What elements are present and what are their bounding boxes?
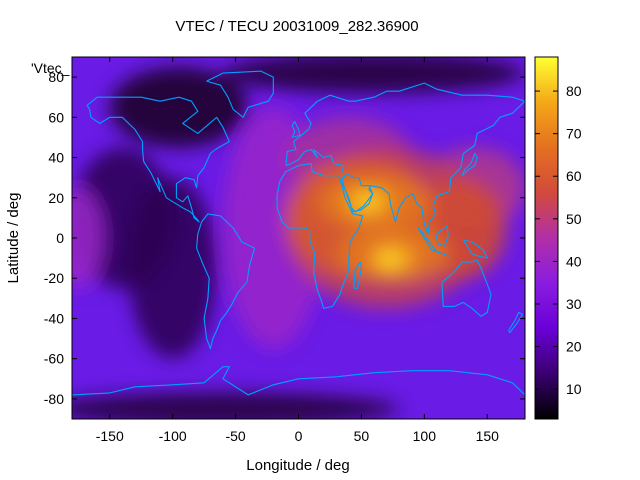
colorbar: [534, 56, 559, 420]
coastline-new-guinea: [462, 239, 488, 259]
colorbar-tick-label: 40: [566, 253, 582, 269]
coastline-borneo: [435, 225, 449, 247]
colorbar-tick-label: 10: [566, 381, 582, 397]
x-tick-label: -150: [96, 428, 124, 444]
heat-region: [376, 252, 402, 269]
colorbar-tick-label: 30: [566, 296, 582, 312]
coastline-australia: [441, 259, 492, 317]
chart-title: VTEC / TECU 20031009_282.36900: [175, 18, 418, 35]
x-axis-label: Longitude / deg: [246, 457, 349, 474]
y-tick-label: -40: [44, 310, 64, 326]
y-tick-label: 60: [48, 109, 64, 125]
colorbar-tick-label: 70: [566, 126, 582, 142]
coastline-antarctica: [72, 366, 525, 409]
heat-region: [109, 67, 249, 148]
heat-region: [223, 57, 525, 94]
heatmap-field: [72, 57, 525, 419]
colorbar-tick-label: 20: [566, 339, 582, 355]
coastline-south-america: [196, 213, 256, 350]
coastline-indonesia: [417, 227, 451, 257]
heat-region: [128, 177, 217, 359]
coastline-britain: [291, 120, 301, 138]
y-tick-label: -80: [44, 391, 64, 407]
series-key-label: 'Vtec_: [31, 60, 70, 76]
y-tick-label: 40: [48, 150, 64, 166]
coastline-greenland: [206, 70, 274, 118]
colorbar-tick-label: 60: [566, 168, 582, 184]
colorbar-ticks: 10 20 30 40 50 60 70 80: [535, 83, 582, 397]
x-tick-label: 100: [413, 428, 437, 444]
x-tick-label: -50: [225, 428, 245, 444]
y-tick-label: 20: [48, 190, 64, 206]
coastline-madagascar: [353, 261, 362, 289]
y-tick-label: -20: [44, 270, 64, 286]
heatmap-area: [72, 57, 525, 419]
heat-region: [72, 187, 104, 289]
y-tick-label: 80: [48, 69, 64, 85]
y-tick-label: 0: [56, 230, 64, 246]
x-tick-label: 0: [295, 428, 303, 444]
x-tick-label: 50: [354, 428, 370, 444]
y-axis-label: Latitude / deg: [5, 193, 22, 284]
coastline-africa: [276, 163, 364, 309]
x-tick-label: 150: [476, 428, 500, 444]
y-axis-ticks: -80 -60 -40 -20 0 20 40 60 80: [44, 69, 525, 407]
coastline-north-america: [86, 96, 230, 223]
heat-region: [72, 392, 400, 419]
coastlines: [72, 70, 525, 409]
colorbar-tick-label: 80: [566, 83, 582, 99]
coastline-arabia: [340, 173, 374, 213]
x-axis-ticks: -150 -100 -50 0 50 100 150: [96, 57, 499, 444]
coastline-new-zealand: [508, 311, 524, 334]
y-tick-label: -60: [44, 351, 64, 367]
colorbar-tick-label: 50: [566, 211, 582, 227]
heat-region: [356, 193, 380, 210]
x-tick-label: -100: [159, 428, 187, 444]
coastline-japan: [461, 152, 478, 177]
coastline-eurasia: [285, 82, 525, 235]
